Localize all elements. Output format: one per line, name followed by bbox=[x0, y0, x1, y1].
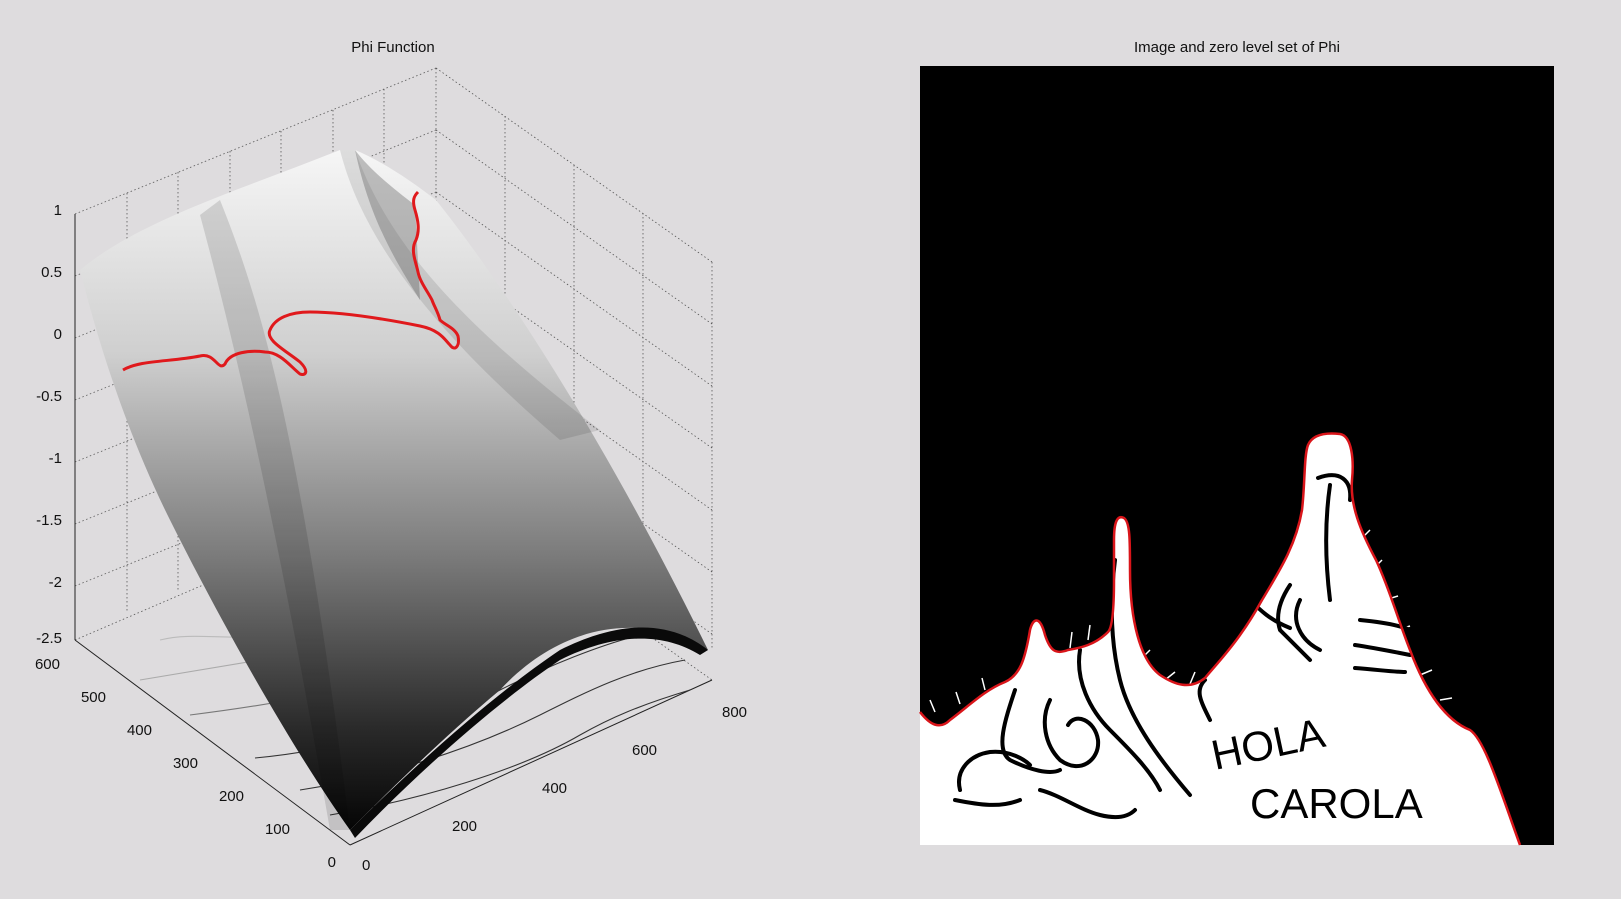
y-tick-label: 500 bbox=[81, 689, 106, 706]
z-tick-label: -0.5 bbox=[36, 388, 62, 405]
z-tick-label: -2.5 bbox=[36, 630, 62, 647]
y-tick-label: 200 bbox=[219, 788, 244, 805]
z-tick-label: 0 bbox=[54, 326, 62, 343]
zero-level-contour-image bbox=[919, 432, 1522, 846]
y-tick-label: 0 bbox=[328, 854, 336, 871]
z-tick-label: -2 bbox=[49, 574, 62, 591]
phi-surface-axes: Phi Function bbox=[35, 39, 747, 874]
image-foreground-region bbox=[920, 433, 1520, 845]
z-ticks: 1 0.5 0 -0.5 -1 -1.5 -2 -2.5 bbox=[36, 202, 62, 647]
x-ticks: 0 200 400 600 800 bbox=[362, 704, 747, 874]
image-title: Image and zero level set of Phi bbox=[1134, 39, 1340, 56]
phi-surface-title: Phi Function bbox=[351, 39, 434, 56]
y-tick-label: 400 bbox=[127, 722, 152, 739]
handwriting-strokes bbox=[953, 473, 1412, 820]
x-tick-label: 800 bbox=[722, 704, 747, 721]
y-tick-label: 600 bbox=[35, 656, 60, 673]
zero-level-contour-3d bbox=[122, 190, 460, 376]
phi-surface bbox=[80, 150, 708, 838]
z-tick-label: 1 bbox=[54, 202, 62, 219]
y-ticks: 600 500 400 300 200 100 0 bbox=[35, 656, 336, 871]
x-tick-label: 200 bbox=[452, 818, 477, 835]
z-tick-label: -1 bbox=[49, 450, 62, 467]
handwritten-carola: CAROLA bbox=[1250, 780, 1423, 827]
x-tick-label: 400 bbox=[542, 780, 567, 797]
y-tick-label: 100 bbox=[265, 821, 290, 838]
image-axes: Image and zero level set of Phi bbox=[919, 39, 1554, 846]
surface-axes-lines bbox=[74, 214, 713, 846]
y-tick-label: 300 bbox=[173, 755, 198, 772]
x-tick-label: 600 bbox=[632, 742, 657, 759]
z-tick-label: 0.5 bbox=[41, 264, 62, 281]
z-tick-label: -1.5 bbox=[36, 512, 62, 529]
x-tick-label: 0 bbox=[362, 857, 370, 874]
